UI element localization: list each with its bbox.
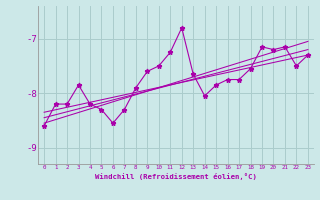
X-axis label: Windchill (Refroidissement éolien,°C): Windchill (Refroidissement éolien,°C) — [95, 173, 257, 180]
